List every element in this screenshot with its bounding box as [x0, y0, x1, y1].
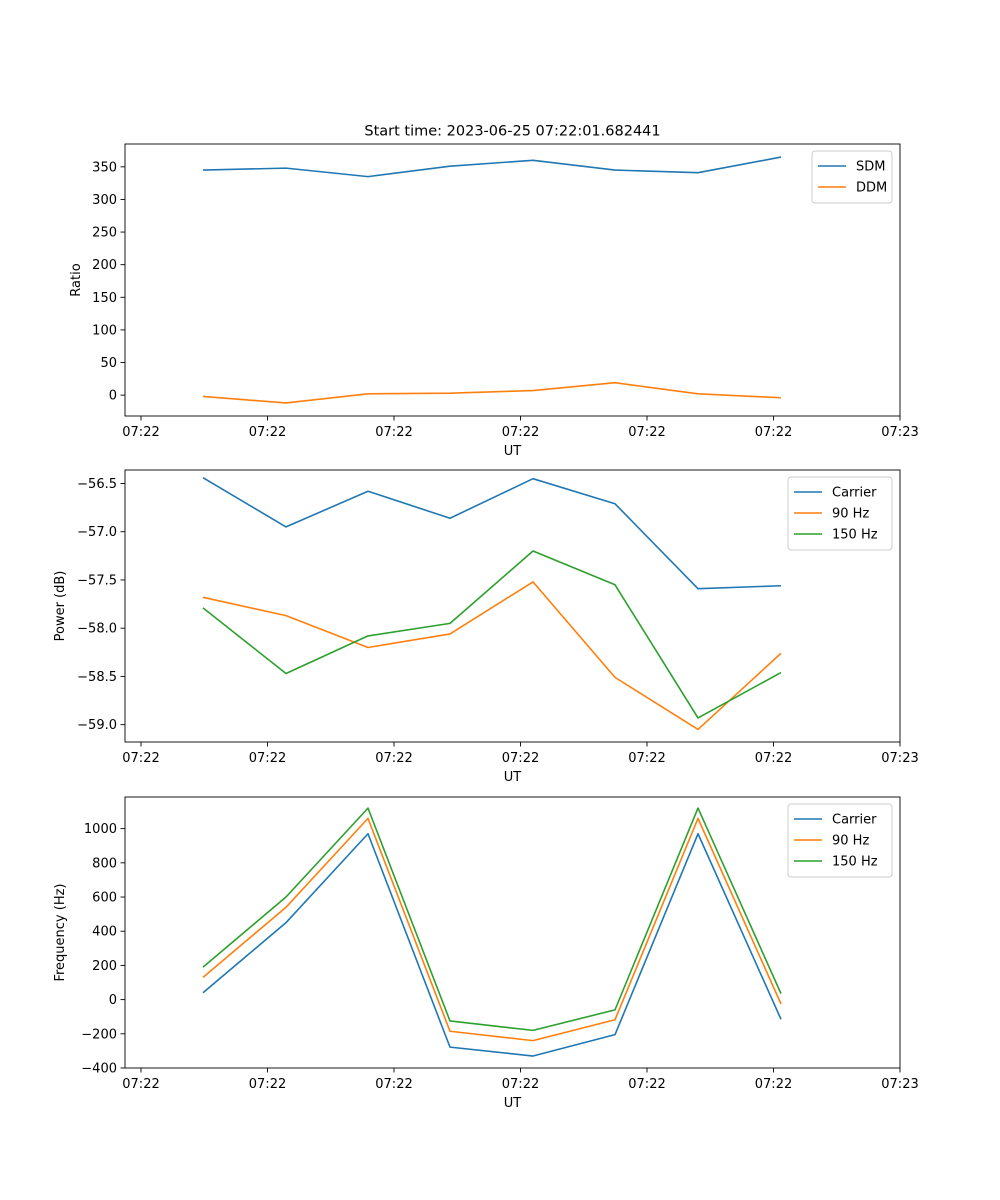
figure-title: Start time: 2023-06-25 07:22:01.682441: [364, 124, 660, 140]
y-tick-label: 200: [92, 258, 117, 273]
x-tick-label: 07:22: [755, 425, 792, 440]
y-axis-label: Frequency (Hz): [53, 883, 68, 981]
x-tick-label: 07:22: [249, 425, 286, 440]
y-tick-label: −200: [81, 1027, 117, 1042]
x-tick-label: 07:22: [375, 425, 412, 440]
x-tick-label: 07:22: [122, 425, 159, 440]
series-line-90-hz: [202, 581, 782, 731]
y-tick-label: 300: [92, 193, 117, 208]
legend-frame: [811, 150, 893, 204]
legend-label: Carrier: [832, 813, 877, 828]
legend: Carrier 90 Hz 150 Hz: [787, 803, 893, 878]
x-tick-label: 07:22: [249, 1077, 286, 1092]
y-tick-label: 400: [92, 925, 117, 940]
y-tick-label: 350: [92, 160, 117, 175]
series-line-150-hz: [202, 807, 782, 1032]
axes-frame: [124, 796, 901, 1069]
y-tick-label: 800: [92, 856, 117, 871]
x-tick-label: 07:22: [628, 751, 665, 766]
series-line-ddm: [202, 381, 782, 404]
y-tick-label: 600: [92, 891, 117, 906]
y-tick-label: 100: [92, 323, 117, 338]
subplot-1: 07:22 07:22 07:22 07:22 07:22 07:22 07:23 0 50 10…: [69, 143, 919, 459]
y-tick-label: 50: [100, 356, 117, 371]
legend-label: DDM: [856, 181, 887, 196]
axes-frame: [124, 469, 901, 743]
legend-label: SDM: [856, 160, 885, 175]
x-tick-label: 07:22: [375, 751, 412, 766]
axes-frame: [124, 143, 901, 417]
y-tick-label: −56.5: [77, 477, 117, 492]
legend-frame: [787, 476, 893, 551]
legend: Carrier 90 Hz 150 Hz: [787, 476, 893, 551]
x-axis-label: UT: [504, 770, 522, 785]
x-tick-label: 07:23: [881, 1077, 918, 1092]
x-tick-label: 07:22: [502, 425, 539, 440]
plots-container: 07:22 07:22 07:22 07:22 07:22 07:22 07:23 0 50 10…: [53, 143, 919, 1111]
legend-label: 90 Hz: [832, 834, 869, 849]
y-tick-label: 1000: [84, 822, 117, 837]
y-tick-label: −58.0: [77, 622, 117, 637]
x-tick-label: 07:22: [502, 751, 539, 766]
y-tick-label: 250: [92, 226, 117, 241]
y-axis-label: Power (dB): [53, 571, 68, 642]
x-tick-label: 07:23: [881, 425, 918, 440]
subplot-3: 07:22 07:22 07:22 07:22 07:22 07:22 07:23 −400 −…: [53, 796, 919, 1111]
y-tick-label: −57.0: [77, 525, 117, 540]
y-tick-label: −59.0: [77, 718, 117, 733]
x-axis-label: UT: [504, 444, 522, 459]
y-tick-label: 0: [109, 389, 117, 404]
legend: SDM DDM: [811, 150, 893, 204]
x-tick-label: 07:22: [122, 1077, 159, 1092]
subplot-2: 07:22 07:22 07:22 07:22 07:22 07:22 07:23 −59.0…: [53, 469, 919, 785]
x-tick-label: 07:22: [249, 751, 286, 766]
y-tick-label: 0: [109, 993, 117, 1008]
y-tick-label: −58.5: [77, 670, 117, 685]
series-line-carrier: [202, 477, 782, 590]
x-tick-label: 07:23: [881, 751, 918, 766]
legend-label: 150 Hz: [832, 528, 878, 543]
legend-label: Carrier: [832, 486, 877, 501]
x-tick-label: 07:22: [755, 1077, 792, 1092]
x-axis-label: UT: [504, 1096, 522, 1111]
x-tick-label: 07:22: [502, 1077, 539, 1092]
series-line-90-hz: [202, 817, 782, 1042]
y-tick-label: 200: [92, 959, 117, 974]
legend-frame: [787, 803, 893, 878]
series-line-carrier: [202, 832, 782, 1057]
legend-label: 150 Hz: [832, 855, 878, 870]
x-tick-label: 07:22: [755, 751, 792, 766]
y-tick-label: −400: [81, 1062, 117, 1077]
y-axis-label: Ratio: [69, 263, 84, 296]
x-tick-label: 07:22: [375, 1077, 412, 1092]
legend-label: 90 Hz: [832, 507, 869, 522]
series-line-150-hz: [202, 550, 782, 719]
x-tick-label: 07:22: [628, 425, 665, 440]
x-tick-label: 07:22: [628, 1077, 665, 1092]
series-line-sdm: [202, 156, 782, 178]
x-tick-label: 07:22: [122, 751, 159, 766]
y-tick-label: 150: [92, 291, 117, 306]
y-tick-label: −57.5: [77, 573, 117, 588]
